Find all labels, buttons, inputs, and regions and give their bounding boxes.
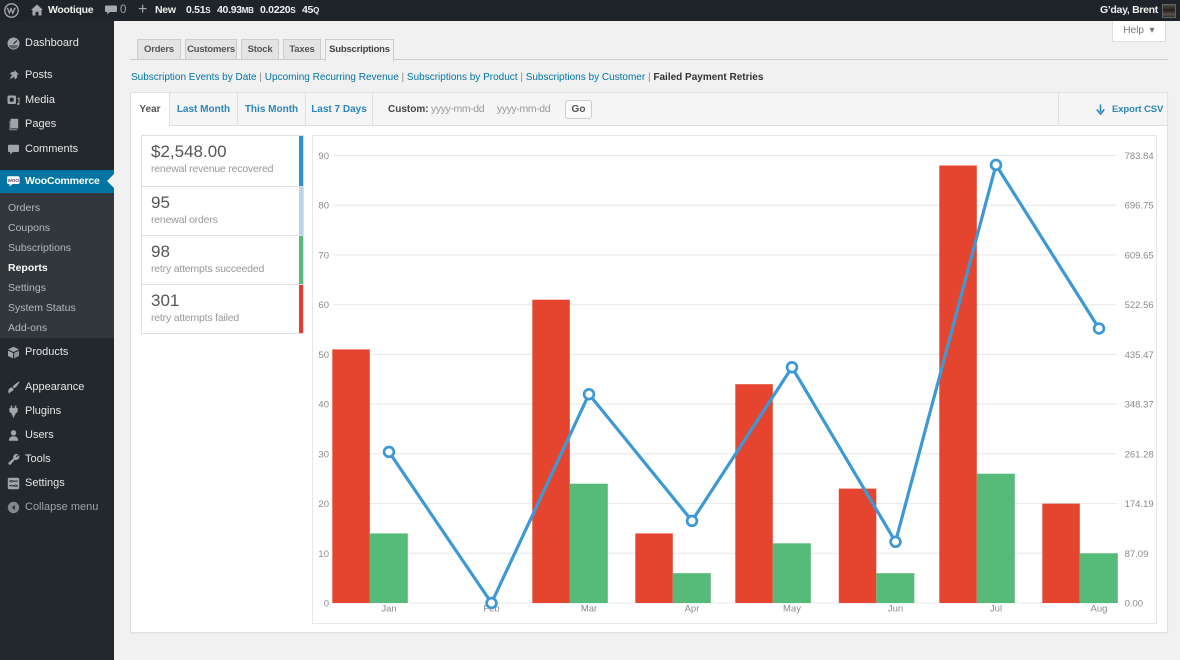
svg-text:435.47: 435.47 [1125, 350, 1154, 361]
svg-text:10: 10 [318, 549, 329, 560]
svg-text:Jan: Jan [381, 604, 396, 615]
svg-text:30: 30 [318, 449, 329, 460]
svg-text:WOO: WOO [8, 178, 20, 183]
svg-text:40: 40 [318, 400, 329, 411]
svg-text:0.00: 0.00 [1125, 599, 1144, 610]
svg-text:Mar: Mar [581, 604, 597, 615]
svg-text:348.37: 348.37 [1125, 400, 1154, 411]
svg-text:80: 80 [318, 201, 329, 212]
svg-text:70: 70 [318, 250, 329, 261]
svg-text:Jun: Jun [888, 604, 903, 615]
svg-text:174.19: 174.19 [1125, 499, 1154, 510]
svg-text:609.65: 609.65 [1125, 250, 1154, 261]
svg-text:696.75: 696.75 [1125, 201, 1154, 212]
svg-text:87.09: 87.09 [1125, 549, 1149, 560]
svg-text:90: 90 [318, 151, 329, 162]
svg-text:261.28: 261.28 [1125, 449, 1154, 460]
svg-text:50: 50 [318, 350, 329, 361]
svg-text:Aug: Aug [1091, 604, 1108, 615]
svg-text:522.56: 522.56 [1125, 300, 1154, 311]
svg-text:783.84: 783.84 [1125, 151, 1154, 162]
svg-text:20: 20 [318, 499, 329, 510]
svg-text:May: May [783, 604, 801, 615]
svg-text:Jul: Jul [990, 604, 1002, 615]
svg-text:Apr: Apr [685, 604, 700, 615]
svg-text:60: 60 [318, 300, 329, 311]
svg-text:0: 0 [324, 599, 329, 610]
